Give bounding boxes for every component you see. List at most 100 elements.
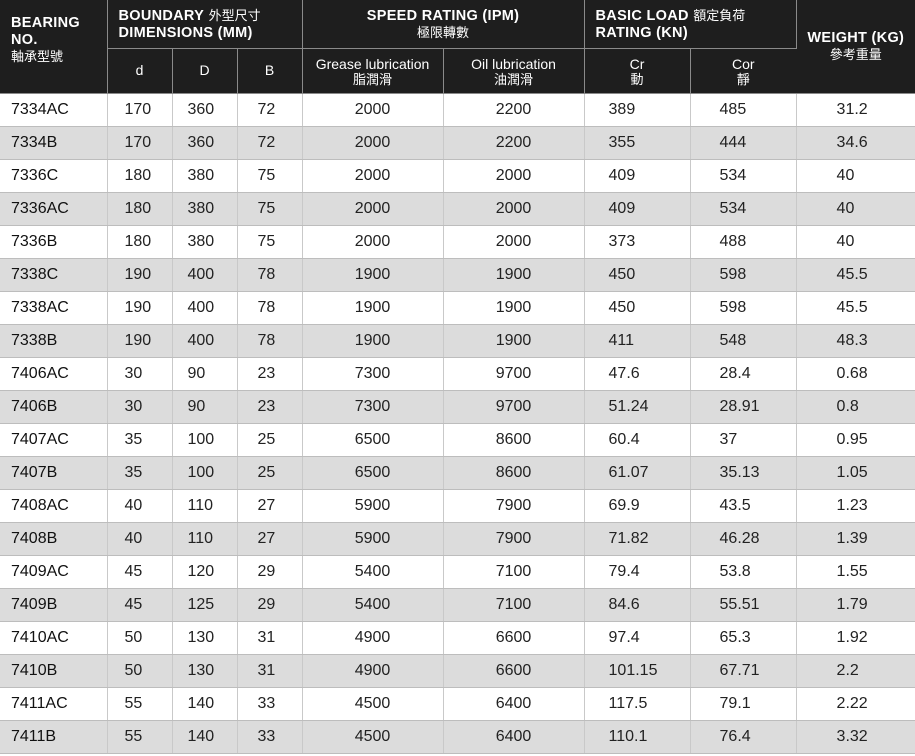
cell-cr: 79.4 bbox=[584, 555, 691, 589]
cell-grease: 4900 bbox=[302, 621, 444, 655]
cell-no: 7336AC bbox=[0, 192, 108, 226]
cell-D: 100 bbox=[172, 456, 238, 490]
header-load-label: BASIC LOAD bbox=[595, 7, 689, 24]
cell-d: 30 bbox=[107, 357, 173, 391]
cell-cor: 488 bbox=[690, 225, 797, 259]
cell-B: 78 bbox=[237, 258, 303, 292]
cell-B: 29 bbox=[237, 588, 303, 622]
cell-D: 140 bbox=[172, 687, 238, 721]
table-row: 7410B 50 130 31 4900 6600 101.15 67.71 2.2 bbox=[0, 654, 915, 688]
cell-D: 400 bbox=[172, 324, 238, 358]
cell-cor: 53.8 bbox=[690, 555, 797, 589]
cell-d: 50 bbox=[107, 654, 173, 688]
header-col-cr: Cr 動 bbox=[584, 48, 691, 94]
cell-oil: 6600 bbox=[443, 654, 585, 688]
cell-no: 7411AC bbox=[0, 687, 108, 721]
cell-weight: 34.6 bbox=[796, 126, 915, 160]
cell-cr: 101.15 bbox=[584, 654, 691, 688]
cell-weight: 48.3 bbox=[796, 324, 915, 358]
table-row: 7411AC 55 140 33 4500 6400 117.5 79.1 2.22 bbox=[0, 687, 915, 721]
cell-d: 40 bbox=[107, 522, 173, 556]
cell-oil: 9700 bbox=[443, 357, 585, 391]
cell-weight: 45.5 bbox=[796, 258, 915, 292]
cell-B: 25 bbox=[237, 456, 303, 490]
cell-no: 7407AC bbox=[0, 423, 108, 457]
cell-B: 78 bbox=[237, 291, 303, 325]
table-row: 7338C 190 400 78 1900 1900 450 598 45.5 bbox=[0, 258, 915, 292]
cell-oil: 8600 bbox=[443, 456, 585, 490]
header-weight-label: WEIGHT (KG) bbox=[807, 30, 905, 46]
header-col-B: B bbox=[237, 48, 303, 94]
header-bearing-no-label-zh: 軸承型號 bbox=[11, 49, 64, 64]
cell-no: 7338B bbox=[0, 324, 108, 358]
cell-cr: 409 bbox=[584, 192, 691, 226]
cell-cr: 84.6 bbox=[584, 588, 691, 622]
cell-D: 90 bbox=[172, 390, 238, 424]
cell-grease: 4900 bbox=[302, 654, 444, 688]
cell-weight: 1.39 bbox=[796, 522, 915, 556]
table-row: 7338B 190 400 78 1900 1900 411 548 48.3 bbox=[0, 324, 915, 358]
table-row: 7338AC 190 400 78 1900 1900 450 598 45.5 bbox=[0, 291, 915, 325]
cell-oil: 9700 bbox=[443, 390, 585, 424]
header-boundary-label: BOUNDARY bbox=[118, 7, 205, 24]
cell-weight: 0.95 bbox=[796, 423, 915, 457]
cell-grease: 1900 bbox=[302, 291, 444, 325]
cell-B: 31 bbox=[237, 621, 303, 655]
cell-no: 7406AC bbox=[0, 357, 108, 391]
cell-d: 55 bbox=[107, 720, 173, 754]
header-col-oil: Oil lubrication 油潤滑 bbox=[443, 48, 585, 94]
table-row: 7411B 55 140 33 4500 6400 110.1 76.4 3.32 bbox=[0, 720, 915, 754]
table-row: 7407AC 35 100 25 6500 8600 60.4 37 0.95 bbox=[0, 423, 915, 457]
header-cr-label: Cr bbox=[629, 55, 645, 72]
table-header: BEARING NO. 軸承型號 BOUNDARY 外型尺寸 DIMENSION… bbox=[0, 0, 915, 94]
cell-cr: 47.6 bbox=[584, 357, 691, 391]
cell-d: 170 bbox=[107, 126, 173, 160]
cell-d: 180 bbox=[107, 225, 173, 259]
cell-oil: 6400 bbox=[443, 720, 585, 754]
cell-d: 55 bbox=[107, 687, 173, 721]
cell-d: 45 bbox=[107, 588, 173, 622]
cell-weight: 0.8 bbox=[796, 390, 915, 424]
table-row: 7406AC 30 90 23 7300 9700 47.6 28.4 0.68 bbox=[0, 357, 915, 391]
cell-cr: 373 bbox=[584, 225, 691, 259]
cell-D: 120 bbox=[172, 555, 238, 589]
cell-oil: 7100 bbox=[443, 588, 585, 622]
header-speed-label-zh: 極限轉數 bbox=[417, 24, 470, 40]
cell-cr: 355 bbox=[584, 126, 691, 160]
cell-B: 23 bbox=[237, 357, 303, 391]
header-cor-label-zh: 靜 bbox=[736, 71, 750, 87]
cell-oil: 2000 bbox=[443, 192, 585, 226]
cell-weight: 1.79 bbox=[796, 588, 915, 622]
header-speed-label: SPEED RATING (IPM) bbox=[366, 7, 520, 24]
table-row: 7408AC 40 110 27 5900 7900 69.9 43.5 1.23 bbox=[0, 489, 915, 523]
table-row: 7336AC 180 380 75 2000 2000 409 534 40 bbox=[0, 192, 915, 226]
cell-B: 23 bbox=[237, 390, 303, 424]
cell-weight: 40 bbox=[796, 225, 915, 259]
cell-oil: 8600 bbox=[443, 423, 585, 457]
cell-weight: 40 bbox=[796, 159, 915, 193]
cell-B: 27 bbox=[237, 489, 303, 523]
header-speed: SPEED RATING (IPM) 極限轉數 bbox=[302, 0, 585, 49]
cell-weight: 0.68 bbox=[796, 357, 915, 391]
table-row: 7410AC 50 130 31 4900 6600 97.4 65.3 1.92 bbox=[0, 621, 915, 655]
cell-grease: 5900 bbox=[302, 489, 444, 523]
cell-cr: 97.4 bbox=[584, 621, 691, 655]
cell-B: 27 bbox=[237, 522, 303, 556]
cell-no: 7411B bbox=[0, 720, 108, 754]
cell-cor: 548 bbox=[690, 324, 797, 358]
cell-grease: 1900 bbox=[302, 324, 444, 358]
cell-no: 7406B bbox=[0, 390, 108, 424]
cell-no: 7409AC bbox=[0, 555, 108, 589]
cell-grease: 5400 bbox=[302, 588, 444, 622]
cell-cor: 37 bbox=[690, 423, 797, 457]
cell-D: 130 bbox=[172, 654, 238, 688]
cell-B: 78 bbox=[237, 324, 303, 358]
cell-cr: 411 bbox=[584, 324, 691, 358]
cell-grease: 2000 bbox=[302, 159, 444, 193]
cell-weight: 45.5 bbox=[796, 291, 915, 325]
table-row: 7336B 180 380 75 2000 2000 373 488 40 bbox=[0, 225, 915, 259]
cell-cor: 28.4 bbox=[690, 357, 797, 391]
table-row: 7334AC 170 360 72 2000 2200 389 485 31.2 bbox=[0, 93, 915, 127]
cell-D: 130 bbox=[172, 621, 238, 655]
